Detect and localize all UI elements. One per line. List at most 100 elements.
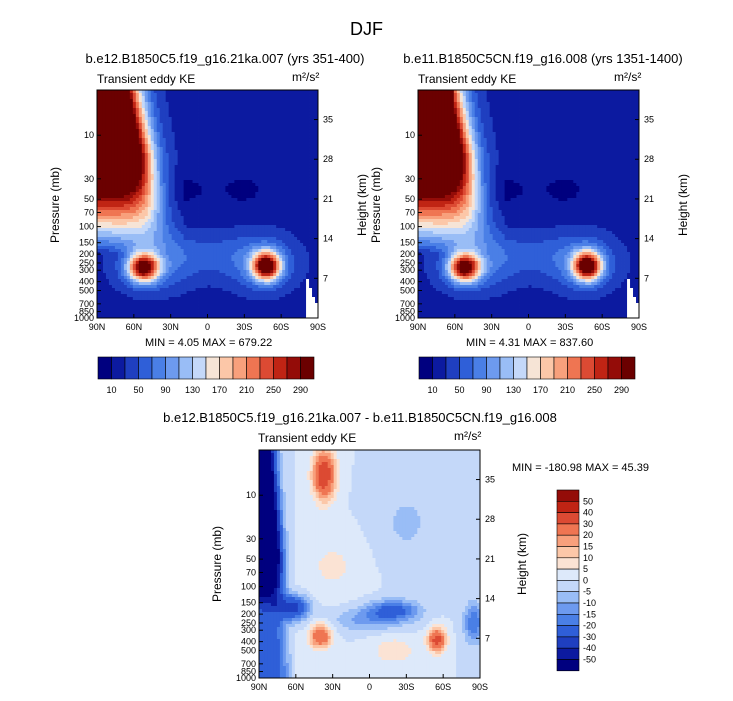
contour-cell: [246, 120, 250, 124]
contour-cell: [129, 258, 134, 262]
contour-cell: [183, 216, 187, 220]
contour-cell: [195, 270, 199, 274]
contour-cell: [126, 219, 131, 223]
contour-cell: [150, 222, 155, 226]
contour-cell: [156, 234, 161, 238]
contour-cell: [150, 132, 155, 136]
contour-cell: [240, 261, 244, 265]
contour-cell: [180, 174, 185, 178]
contour-cell: [135, 93, 140, 97]
contour-cell: [213, 162, 217, 166]
contour-cell: [183, 156, 187, 160]
contour-cell: [207, 168, 211, 172]
contour-cell: [198, 258, 202, 262]
contour-cell: [231, 144, 235, 148]
contour-cell: [180, 288, 185, 292]
contour-cell: [153, 123, 158, 127]
contour-cell: [231, 204, 235, 208]
contour-cell: [120, 210, 125, 214]
contour-plot-top-left: 90N 60N 30N 0 30S 60S 90S103050701001502002503…: [74, 89, 333, 332]
contour-cell: [135, 138, 140, 142]
contour-cell: [183, 258, 187, 262]
contour-cell: [111, 285, 116, 289]
contour-cell: [150, 159, 155, 163]
contour-cell: [198, 261, 202, 265]
contour-cell: [225, 234, 229, 238]
contour-cell: [174, 261, 179, 265]
contour-cell: [291, 279, 295, 283]
contour-cell: [309, 246, 313, 250]
contour-cell: [129, 144, 134, 148]
contour-cell: [315, 285, 319, 289]
contour-cell: [207, 114, 211, 118]
contour-cell: [258, 267, 262, 271]
contour-cell: [216, 150, 220, 154]
contour-cell: [189, 285, 193, 289]
contour-cell: [240, 147, 244, 151]
contour-cell: [276, 117, 280, 121]
contour-cell: [270, 186, 274, 190]
contour-cell: [141, 162, 146, 166]
contour-cell: [99, 279, 104, 283]
contour-cell: [153, 162, 158, 166]
contour-cell: [102, 240, 107, 244]
contour-cell: [216, 129, 220, 133]
contour-cell: [234, 255, 238, 259]
contour-cell: [309, 240, 313, 244]
contour-cell: [291, 270, 295, 274]
contour-cell: [279, 126, 283, 130]
contour-cell: [279, 165, 283, 169]
contour-cell: [129, 276, 134, 280]
contour-cell: [228, 183, 232, 187]
contour-cell: [216, 270, 220, 274]
contour-cell: [97, 288, 101, 292]
contour-cell: [147, 213, 152, 217]
contour-cell: [126, 201, 131, 205]
contour-cell: [135, 285, 140, 289]
contour-cell: [135, 246, 140, 250]
contour-cell: [198, 117, 202, 121]
contour-cell: [297, 186, 301, 190]
contour-cell: [258, 288, 262, 292]
contour-cell: [273, 168, 277, 172]
contour-cell: [180, 189, 185, 193]
contour-cell: [129, 174, 134, 178]
contour-cell: [246, 273, 250, 277]
contour-cell: [264, 273, 268, 277]
contour-cell: [243, 216, 247, 220]
contour-cell: [123, 120, 128, 124]
contour-cell: [126, 174, 131, 178]
contour-cell: [114, 258, 119, 262]
contour-cell: [156, 135, 161, 139]
contour-cell: [165, 228, 170, 232]
contour-cell: [228, 165, 232, 169]
contour-cell: [147, 144, 152, 148]
contour-cell: [225, 162, 229, 166]
contour-cell: [201, 228, 205, 232]
contour-cell: [195, 90, 199, 94]
contour-cell: [222, 225, 226, 229]
contour-cell: [120, 288, 125, 292]
contour-cell: [243, 201, 247, 205]
contour-cell: [168, 135, 173, 139]
contour-cell: [291, 135, 295, 139]
contour-cell: [249, 222, 253, 226]
contour-cell: [177, 279, 182, 283]
contour-cell: [261, 195, 265, 199]
contour-cell: [312, 90, 316, 94]
contour-cell: [156, 291, 161, 295]
contour-cell: [201, 129, 205, 133]
contour-cell: [264, 168, 268, 172]
contour-cell: [189, 129, 193, 133]
contour-cell: [252, 165, 256, 169]
contour-cell: [156, 261, 161, 265]
contour-cell: [246, 213, 250, 217]
contour-cell: [252, 252, 256, 256]
contour-cell: [97, 207, 101, 211]
contour-cell: [195, 240, 199, 244]
contour-cell: [252, 117, 256, 121]
contour-cell: [141, 231, 146, 235]
contour-cell: [165, 147, 170, 151]
contour-cell: [222, 150, 226, 154]
contour-cell: [264, 267, 268, 271]
